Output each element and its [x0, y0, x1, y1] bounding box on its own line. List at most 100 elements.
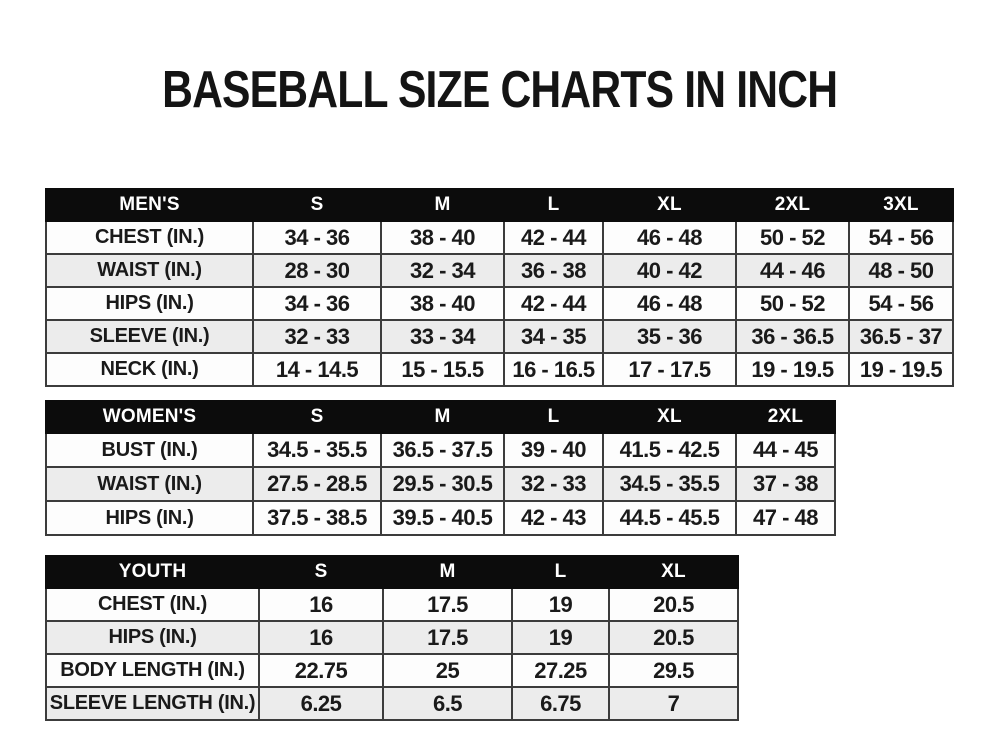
row-label: HIPS (IN.) — [45, 286, 254, 321]
size-cell: 40 - 42 — [602, 253, 737, 288]
size-cell: 16 — [258, 587, 384, 622]
size-cell: 54 - 56 — [848, 220, 954, 255]
size-cell: 14 - 14.5 — [252, 352, 382, 387]
size-cell: 19 - 19.5 — [848, 352, 954, 387]
size-cell: 50 - 52 — [735, 286, 850, 321]
womens-header-row: WOMEN'S S M L XL 2XL — [45, 400, 836, 434]
table-row: NECK (IN.) 14 - 14.5 15 - 15.5 16 - 16.5… — [45, 352, 954, 387]
youth-size-header-l: L — [511, 555, 610, 589]
mens-size-header-3xl: 3XL — [848, 188, 954, 222]
table-row: BUST (IN.) 34.5 - 35.5 36.5 - 37.5 39 - … — [45, 432, 836, 468]
mens-size-header-l: L — [503, 188, 604, 222]
size-cell: 36 - 36.5 — [735, 319, 850, 354]
youth-size-header-m: M — [382, 555, 513, 589]
size-cell: 50 - 52 — [735, 220, 850, 255]
row-label: HIPS (IN.) — [45, 620, 260, 655]
size-cell: 20.5 — [608, 620, 739, 655]
size-cell: 17.5 — [382, 587, 513, 622]
womens-size-table: WOMEN'S S M L XL 2XL BUST (IN.) 34.5 - 3… — [45, 400, 836, 536]
size-cell: 47 - 48 — [735, 500, 836, 536]
table-row: WAIST (IN.) 27.5 - 28.5 29.5 - 30.5 32 -… — [45, 466, 836, 502]
table-row: BODY LENGTH (IN.) 22.75 25 27.25 29.5 — [45, 653, 739, 688]
size-cell: 22.75 — [258, 653, 384, 688]
youth-size-table: YOUTH S M L XL CHEST (IN.) 16 17.5 19 20… — [45, 555, 739, 721]
womens-size-header-s: S — [252, 400, 382, 434]
womens-group-header: WOMEN'S — [45, 400, 254, 434]
size-cell: 16 — [258, 620, 384, 655]
size-cell: 6.25 — [258, 686, 384, 721]
table-row: CHEST (IN.) 34 - 36 38 - 40 42 - 44 46 -… — [45, 220, 954, 255]
row-label: WAIST (IN.) — [45, 253, 254, 288]
row-label: NECK (IN.) — [45, 352, 254, 387]
row-label: CHEST (IN.) — [45, 220, 254, 255]
page-title-text: BASEBALL SIZE CHARTS IN INCH — [162, 61, 838, 119]
size-cell: 34.5 - 35.5 — [602, 466, 737, 502]
table-row: SLEEVE LENGTH (IN.) 6.25 6.5 6.75 7 — [45, 686, 739, 721]
size-cell: 20.5 — [608, 587, 739, 622]
size-cell: 32 - 34 — [380, 253, 505, 288]
size-cell: 29.5 - 30.5 — [380, 466, 505, 502]
size-cell: 42 - 44 — [503, 286, 604, 321]
size-cell: 19 — [511, 620, 610, 655]
size-cell: 28 - 30 — [252, 253, 382, 288]
size-cell: 44.5 - 45.5 — [602, 500, 737, 536]
mens-header-row: MEN'S S M L XL 2XL 3XL — [45, 188, 954, 222]
size-cell: 32 - 33 — [252, 319, 382, 354]
size-cell: 48 - 50 — [848, 253, 954, 288]
youth-size-header-xl: XL — [608, 555, 739, 589]
size-cell: 6.5 — [382, 686, 513, 721]
mens-size-header-s: S — [252, 188, 382, 222]
size-cell: 38 - 40 — [380, 220, 505, 255]
size-cell: 34 - 36 — [252, 286, 382, 321]
size-cell: 32 - 33 — [503, 466, 604, 502]
row-label: BODY LENGTH (IN.) — [45, 653, 260, 688]
womens-size-header-2xl: 2XL — [735, 400, 836, 434]
size-cell: 6.75 — [511, 686, 610, 721]
womens-size-header-l: L — [503, 400, 604, 434]
size-cell: 34 - 36 — [252, 220, 382, 255]
size-cell: 36.5 - 37 — [848, 319, 954, 354]
size-cell: 42 - 43 — [503, 500, 604, 536]
size-cell: 25 — [382, 653, 513, 688]
row-label: SLEEVE (IN.) — [45, 319, 254, 354]
size-cell: 17 - 17.5 — [602, 352, 737, 387]
size-cell: 27.5 - 28.5 — [252, 466, 382, 502]
size-cell: 16 - 16.5 — [503, 352, 604, 387]
size-cell: 46 - 48 — [602, 220, 737, 255]
size-cell: 46 - 48 — [602, 286, 737, 321]
size-cell: 37 - 38 — [735, 466, 836, 502]
youth-group-header: YOUTH — [45, 555, 260, 589]
mens-size-header-xl: XL — [602, 188, 737, 222]
table-row: HIPS (IN.) 16 17.5 19 20.5 — [45, 620, 739, 655]
size-cell: 19 — [511, 587, 610, 622]
row-label: WAIST (IN.) — [45, 466, 254, 502]
size-cell: 44 - 46 — [735, 253, 850, 288]
size-cell: 36.5 - 37.5 — [380, 432, 505, 468]
page-title: BASEBALL SIZE CHARTS IN INCH — [0, 60, 1000, 120]
mens-size-header-m: M — [380, 188, 505, 222]
size-cell: 41.5 - 42.5 — [602, 432, 737, 468]
size-cell: 39 - 40 — [503, 432, 604, 468]
size-cell: 44 - 45 — [735, 432, 836, 468]
size-cell: 27.25 — [511, 653, 610, 688]
table-row: WAIST (IN.) 28 - 30 32 - 34 36 - 38 40 -… — [45, 253, 954, 288]
size-cell: 33 - 34 — [380, 319, 505, 354]
size-cell: 15 - 15.5 — [380, 352, 505, 387]
size-cell: 54 - 56 — [848, 286, 954, 321]
row-label: HIPS (IN.) — [45, 500, 254, 536]
size-cell: 19 - 19.5 — [735, 352, 850, 387]
size-cell: 39.5 - 40.5 — [380, 500, 505, 536]
mens-size-header-2xl: 2XL — [735, 188, 850, 222]
womens-size-header-m: M — [380, 400, 505, 434]
size-cell: 7 — [608, 686, 739, 721]
womens-size-header-xl: XL — [602, 400, 737, 434]
table-row: CHEST (IN.) 16 17.5 19 20.5 — [45, 587, 739, 622]
size-cell: 42 - 44 — [503, 220, 604, 255]
size-cell: 29.5 — [608, 653, 739, 688]
row-label: CHEST (IN.) — [45, 587, 260, 622]
size-cell: 34.5 - 35.5 — [252, 432, 382, 468]
table-row: SLEEVE (IN.) 32 - 33 33 - 34 34 - 35 35 … — [45, 319, 954, 354]
size-cell: 35 - 36 — [602, 319, 737, 354]
row-label: SLEEVE LENGTH (IN.) — [45, 686, 260, 721]
